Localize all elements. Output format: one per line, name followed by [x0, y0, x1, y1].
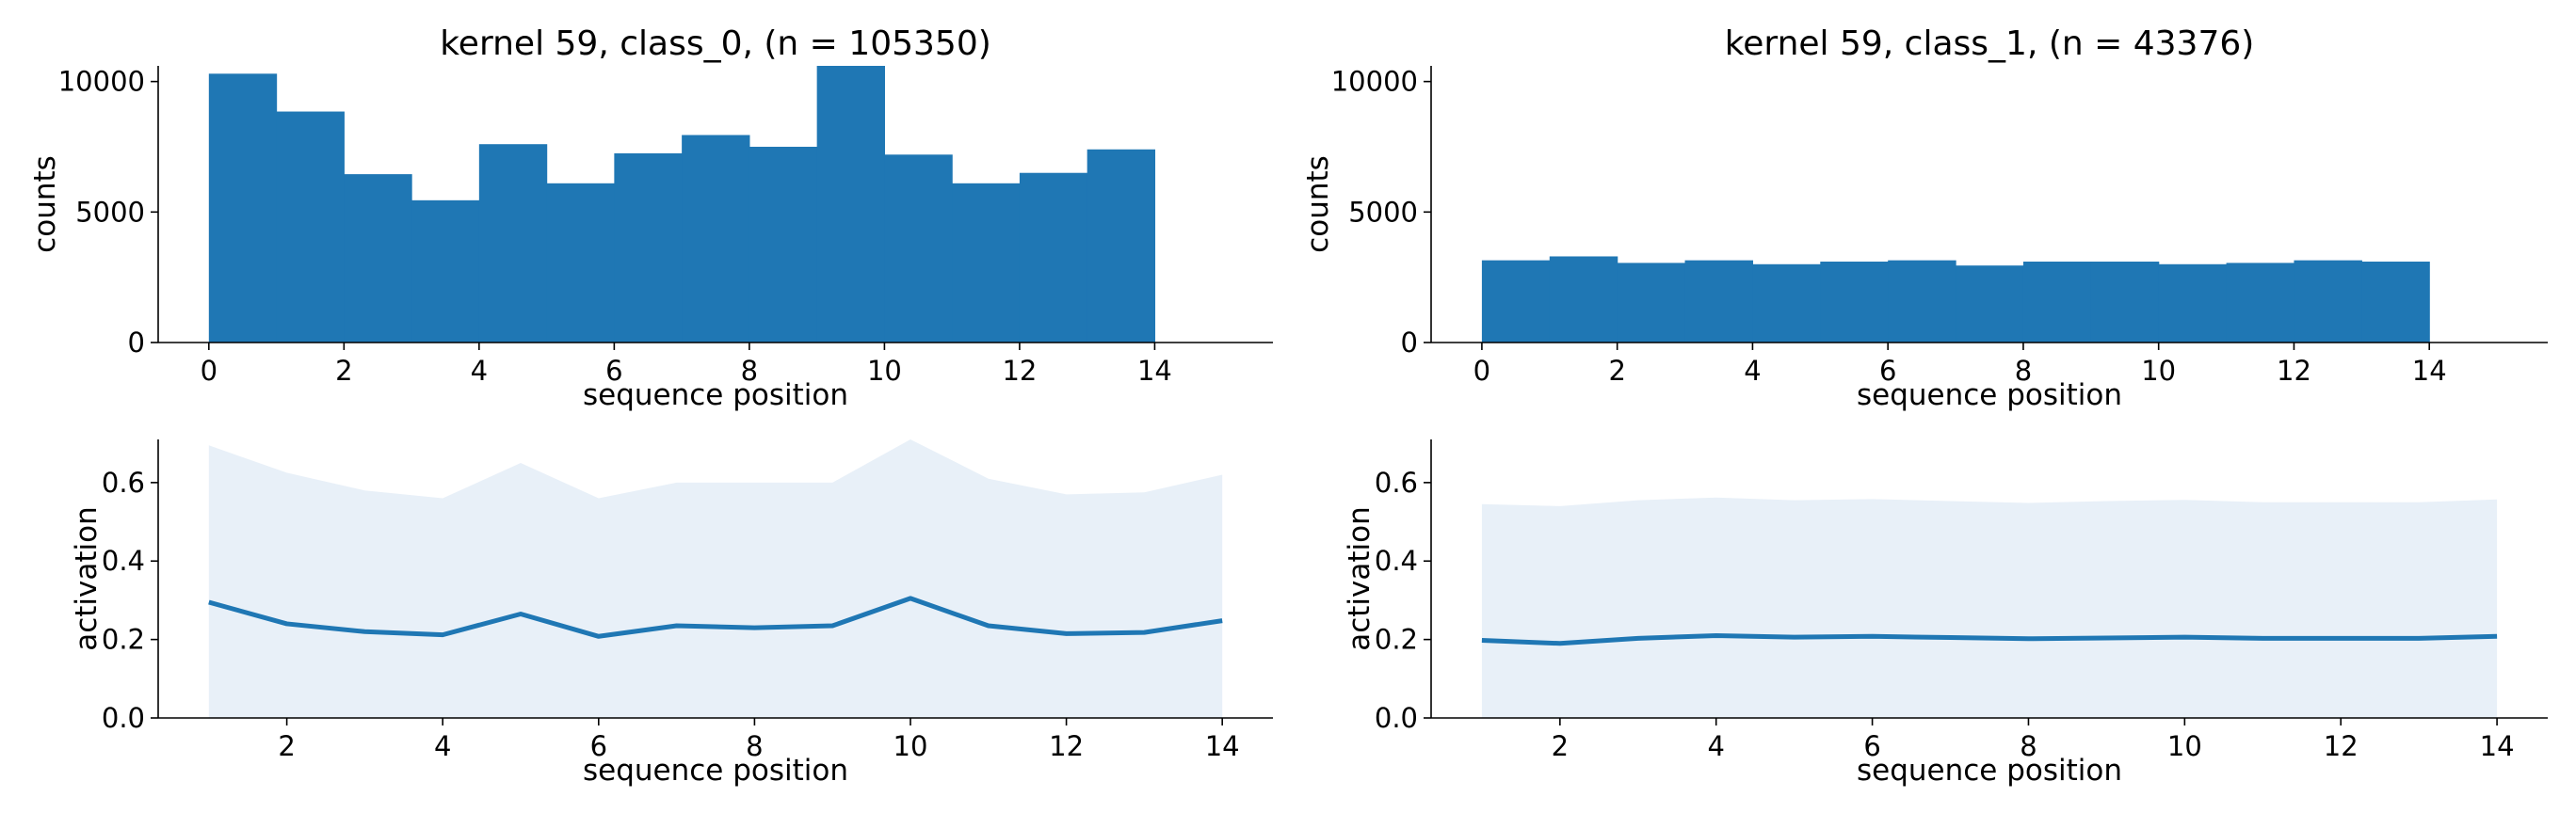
x-tick-label: 10	[894, 730, 928, 762]
chart-title: kernel 59, class_1, (n = 43376)	[1725, 24, 2255, 63]
y-tick-label: 0	[128, 327, 145, 359]
histogram-bar	[614, 152, 683, 343]
histogram-bar	[1019, 172, 1088, 343]
mean-activation-line	[1481, 632, 2498, 646]
histogram-bar	[2226, 263, 2295, 343]
histogram-bar	[1684, 260, 1754, 343]
y-tick-label: 5000	[75, 196, 145, 228]
x-tick-label: 2	[278, 730, 295, 762]
x-axis-label: sequence position	[583, 754, 848, 788]
x-tick-label: 14	[2412, 355, 2447, 387]
x-tick-label: 14	[1205, 730, 1240, 762]
x-tick-label: 6	[590, 730, 607, 762]
y-axis-label: counts	[28, 155, 62, 253]
x-tick-label: 4	[471, 355, 488, 387]
x-axis-label: sequence position	[583, 378, 848, 412]
x-axis-label: sequence position	[1857, 378, 2122, 412]
chart-panel-3: 2 4 6 8 10 12 14 0.0 0.2 0.4 0.6 sequence position a…	[70, 439, 1273, 788]
x-tick-label: 4	[1744, 355, 1761, 387]
y-axis-label: activation	[70, 506, 104, 651]
histogram-bar	[952, 183, 1021, 343]
y-tick-label: 10000	[58, 66, 145, 98]
y-axis-label: activation	[1343, 506, 1377, 651]
y-tick-label: 10000	[1331, 66, 1418, 98]
histogram-bar	[208, 73, 278, 343]
activation-band	[1481, 497, 2498, 718]
y-tick-label: 0	[1401, 327, 1418, 359]
histogram-bar	[1549, 256, 1618, 343]
histogram-bar	[2022, 262, 2092, 343]
histogram-bar	[2361, 262, 2430, 343]
x-tick-label: 0	[201, 355, 217, 387]
chart-panel-1: 0 2 4 6 8 10 12 14 0 5000 10000 sequence position co…	[28, 24, 1273, 412]
x-tick-label: 6	[1863, 730, 1880, 762]
x-tick-label: 2	[1608, 355, 1625, 387]
x-tick-label: 14	[2480, 730, 2515, 762]
x-tick-label: 10	[2167, 730, 2202, 762]
x-tick-label: 12	[2324, 730, 2359, 762]
y-tick-label: 5000	[1348, 196, 1418, 228]
x-tick-label: 4	[1707, 730, 1724, 762]
histogram-bar	[682, 135, 750, 343]
x-tick-label: 8	[2020, 730, 2037, 762]
histogram-bar	[1820, 262, 1889, 343]
histogram-bar	[276, 111, 345, 343]
chart-panel-4: 2 4 6 8 10 12 14 0.0 0.2 0.4 0.6 sequence position a…	[1343, 439, 2548, 788]
histogram-bar	[2090, 262, 2160, 343]
y-tick-label: 0.6	[1375, 467, 1418, 499]
y-axis-label: counts	[1301, 155, 1335, 253]
y-tick-label: 0.4	[102, 545, 145, 577]
histogram-bar	[1087, 149, 1156, 343]
histogram-bar	[1888, 260, 1956, 343]
histogram-bar	[411, 199, 480, 343]
histogram-bar	[344, 174, 412, 343]
mean-activation-line	[208, 596, 1223, 639]
y-tick-label: 0.2	[102, 624, 145, 656]
x-tick-label: 2	[335, 355, 352, 387]
x-tick-label: 8	[746, 730, 763, 762]
x-tick-label: 8	[741, 355, 758, 387]
histogram-bar	[1481, 260, 1551, 343]
histogram-bar	[2294, 260, 2362, 343]
y-tick-label: 0.4	[1375, 545, 1418, 577]
x-tick-label: 6	[1879, 355, 1896, 387]
histogram-bar	[546, 183, 615, 343]
y-tick-label: 0.6	[102, 467, 145, 499]
x-tick-label: 12	[1002, 355, 1037, 387]
histogram-bar	[1617, 263, 1686, 343]
x-tick-label: 0	[1473, 355, 1490, 387]
x-tick-label: 6	[605, 355, 622, 387]
chart-panel-2: 0 2 4 6 8 10 12 14 0 5000 10000 sequence position co…	[1301, 24, 2548, 412]
y-tick-label: 0.0	[102, 702, 145, 734]
histogram-bar	[2158, 263, 2228, 343]
x-tick-label: 2	[1552, 730, 1569, 762]
histogram-bar	[816, 66, 885, 343]
x-axis-label: sequence position	[1857, 754, 2122, 788]
histogram-bar	[884, 154, 953, 343]
x-tick-label: 14	[1137, 355, 1172, 387]
histogram-bar	[749, 146, 818, 343]
x-tick-label: 4	[434, 730, 451, 762]
activation-band	[208, 439, 1223, 718]
x-tick-label: 12	[2277, 355, 2311, 387]
x-tick-label: 8	[2015, 355, 2032, 387]
chart-title: kernel 59, class_0, (n = 105350)	[440, 24, 991, 63]
y-tick-label: 0.2	[1375, 624, 1418, 656]
histogram-bar	[478, 144, 548, 343]
x-tick-label: 12	[1049, 730, 1084, 762]
x-tick-label: 10	[2141, 355, 2176, 387]
histogram-bar	[1956, 265, 2024, 343]
histogram-bar	[1752, 263, 1821, 343]
y-tick-label: 0.0	[1375, 702, 1418, 734]
x-tick-label: 10	[867, 355, 902, 387]
